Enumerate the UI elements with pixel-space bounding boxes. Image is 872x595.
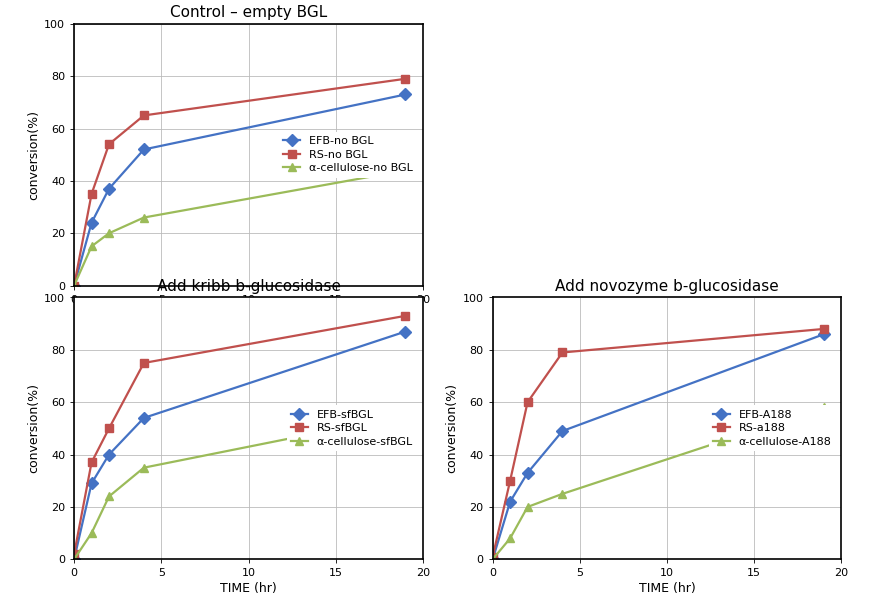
RS-no BGL [86,190,97,198]
EFB-sfBGL [104,451,114,458]
α-cellulose-no BGL [86,243,97,250]
α-cellulose-sfBGL [104,493,114,500]
Line: EFB-A188: EFB-A188 [488,330,828,563]
Y-axis label: conversion(%): conversion(%) [27,383,40,474]
EFB-A188 [522,469,533,477]
EFB-sfBGL [86,480,97,487]
RS-sfBGL [139,359,149,367]
EFB-sfBGL [69,556,79,563]
RS-no BGL [400,75,411,82]
α-cellulose-A188 [819,404,829,411]
EFB-A188 [819,331,829,338]
RS-sfBGL [400,312,411,320]
Y-axis label: conversion(%): conversion(%) [446,383,459,474]
α-cellulose-sfBGL [69,556,79,563]
Y-axis label: conversion(%): conversion(%) [27,109,40,200]
EFB-no BGL [86,219,97,226]
EFB-sfBGL [400,328,411,335]
α-cellulose-no BGL [400,167,411,174]
α-cellulose-A188 [522,503,533,511]
Title: Control – empty BGL: Control – empty BGL [170,5,327,20]
α-cellulose-sfBGL [400,412,411,419]
EFB-no BGL [139,146,149,153]
RS-no BGL [69,282,79,289]
Line: EFB-sfBGL: EFB-sfBGL [70,327,410,563]
Title: Add novozyme b-glucosidase: Add novozyme b-glucosidase [555,278,779,293]
Line: RS-no BGL: RS-no BGL [70,74,410,290]
RS-a188 [487,553,498,560]
RS-sfBGL [69,550,79,558]
α-cellulose-A188 [557,490,568,497]
EFB-A188 [505,498,515,505]
EFB-no BGL [69,282,79,289]
RS-no BGL [104,140,114,148]
RS-sfBGL [86,459,97,466]
EFB-A188 [487,556,498,563]
Line: α-cellulose-no BGL: α-cellulose-no BGL [70,166,410,290]
Line: EFB-no BGL: EFB-no BGL [70,90,410,290]
Line: α-cellulose-A188: α-cellulose-A188 [488,403,828,563]
α-cellulose-A188 [487,556,498,563]
Title: Add kribb b-glucosidase: Add kribb b-glucosidase [156,278,341,293]
α-cellulose-no BGL [139,214,149,221]
Legend: EFB-no BGL, RS-no BGL, α-cellulose-no BGL: EFB-no BGL, RS-no BGL, α-cellulose-no BG… [279,131,418,178]
Legend: EFB-A188, RS-a188, α-cellulose-A188: EFB-A188, RS-a188, α-cellulose-A188 [709,405,836,452]
X-axis label: TIME (hr): TIME (hr) [638,583,696,595]
EFB-sfBGL [139,414,149,421]
X-axis label: TIME (hr): TIME (hr) [220,583,277,595]
α-cellulose-A188 [505,535,515,542]
EFB-no BGL [400,91,411,98]
α-cellulose-sfBGL [86,530,97,537]
Line: RS-sfBGL: RS-sfBGL [70,312,410,558]
Legend: EFB-sfBGL, RS-sfBGL, α-cellulose-sfBGL: EFB-sfBGL, RS-sfBGL, α-cellulose-sfBGL [287,405,418,452]
α-cellulose-no BGL [104,230,114,237]
EFB-A188 [557,427,568,434]
α-cellulose-no BGL [69,282,79,289]
RS-a188 [522,399,533,406]
RS-a188 [557,349,568,356]
Line: RS-a188: RS-a188 [488,325,828,561]
Line: α-cellulose-sfBGL: α-cellulose-sfBGL [70,411,410,563]
RS-a188 [819,325,829,333]
RS-a188 [505,477,515,484]
RS-no BGL [139,112,149,119]
EFB-no BGL [104,185,114,192]
α-cellulose-sfBGL [139,464,149,471]
RS-sfBGL [104,425,114,432]
X-axis label: TIME (hr): TIME (hr) [220,309,277,322]
